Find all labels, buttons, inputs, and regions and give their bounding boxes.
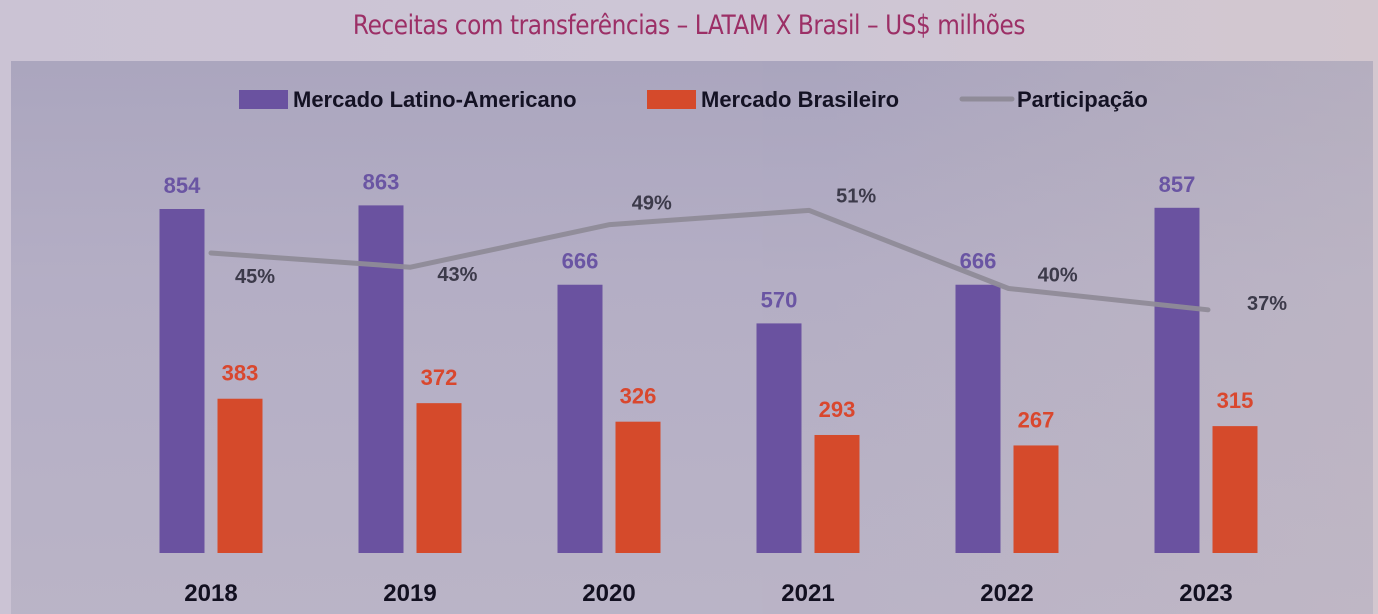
label-brasil-2020: 326 — [620, 384, 657, 409]
x-tick-2020: 2020 — [582, 580, 635, 607]
bar-latam-2020 — [557, 284, 603, 553]
label-participacao-2022: 40% — [1038, 265, 1078, 287]
legend-swatch-brasil — [647, 90, 696, 109]
bar-brasil-2022 — [1013, 445, 1059, 553]
x-tick-2019: 2019 — [383, 580, 436, 607]
labels-group: 854 383 863 372 666 326 570 293 666 267 857 315 45% 4… — [164, 169, 1288, 432]
label-latam-2022: 666 — [960, 249, 997, 274]
bar-latam-2019 — [358, 205, 404, 553]
bar-latam-2021 — [756, 323, 802, 553]
bar-brasil-2021 — [814, 434, 860, 553]
label-participacao-2023: 37% — [1247, 293, 1287, 315]
legend-swatch-latam — [239, 90, 288, 109]
legend: Mercado Latino-Americano Mercado Brasile… — [239, 87, 1148, 112]
label-participacao-2020: 49% — [632, 193, 672, 215]
bar-latam-2022 — [955, 284, 1001, 553]
bars-group — [159, 205, 1258, 554]
label-brasil-2022: 267 — [1018, 407, 1055, 432]
bar-latam-2023 — [1154, 207, 1200, 553]
label-latam-2018: 854 — [164, 173, 201, 198]
line-participacao — [208, 207, 1211, 313]
bar-brasil-2020 — [615, 421, 661, 553]
chart-title: Receitas com transferências – LATAM X Br… — [352, 10, 1026, 41]
label-latam-2023: 857 — [1159, 172, 1196, 197]
legend-label-latam: Mercado Latino-Americano — [293, 87, 577, 112]
legend-label-participacao: Participação — [1017, 87, 1148, 112]
label-latam-2019: 863 — [363, 169, 400, 194]
label-brasil-2018: 383 — [222, 361, 259, 386]
label-latam-2020: 666 — [562, 249, 599, 274]
line-group — [208, 207, 1211, 313]
label-brasil-2019: 372 — [421, 365, 458, 390]
x-axis-ticks: 2018 2019 2020 2021 2022 2023 — [184, 580, 1232, 607]
bar-brasil-2018 — [217, 398, 263, 553]
legend-label-brasil: Mercado Brasileiro — [701, 87, 899, 112]
bar-brasil-2023 — [1212, 426, 1258, 553]
label-participacao-2021: 51% — [836, 185, 876, 207]
bar-latam-2018 — [159, 209, 205, 554]
x-tick-2021: 2021 — [781, 580, 834, 607]
label-participacao-2019: 43% — [437, 264, 477, 286]
label-brasil-2021: 293 — [819, 397, 856, 422]
x-tick-2018: 2018 — [184, 580, 237, 607]
label-participacao-2018: 45% — [235, 266, 275, 288]
bar-brasil-2019 — [416, 403, 462, 553]
x-tick-2022: 2022 — [980, 580, 1033, 607]
label-brasil-2023: 315 — [1217, 388, 1254, 413]
label-latam-2021: 570 — [761, 287, 798, 312]
x-tick-2023: 2023 — [1179, 580, 1232, 607]
